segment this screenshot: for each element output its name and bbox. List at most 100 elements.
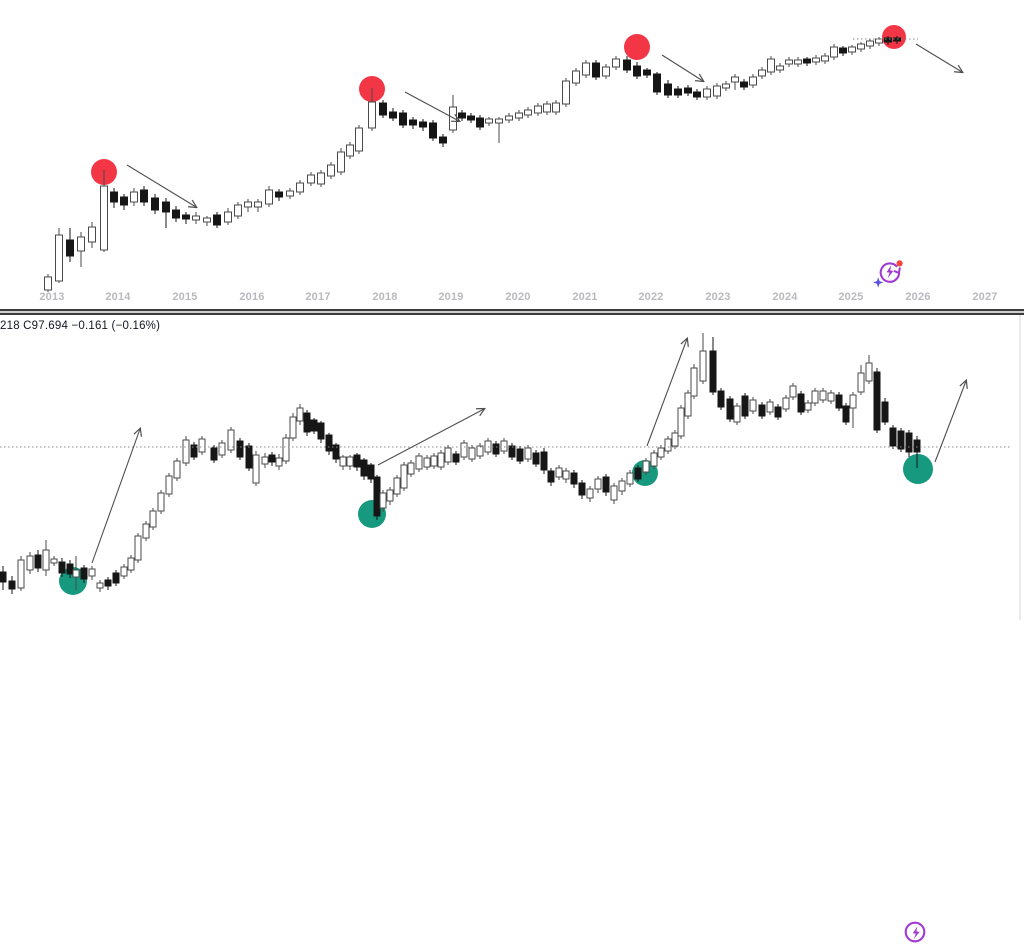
candle [66, 228, 74, 262]
candle [157, 490, 165, 514]
candle [857, 365, 865, 395]
candle [460, 440, 468, 460]
candle [198, 436, 206, 455]
candle [508, 443, 516, 460]
candle [317, 421, 325, 443]
candle [307, 172, 315, 186]
candle [244, 199, 252, 212]
candle [889, 425, 897, 449]
candle [149, 508, 157, 530]
candle [310, 418, 318, 434]
candle [386, 487, 394, 505]
sell-signal-circle [624, 34, 650, 60]
buy-signal-circle [903, 454, 933, 484]
candle [873, 368, 881, 433]
candle [827, 390, 835, 404]
candle [857, 42, 865, 52]
candle [44, 274, 52, 292]
candle [835, 392, 843, 411]
candle [555, 465, 563, 480]
candle [127, 555, 135, 573]
candle [524, 107, 532, 118]
candle [717, 388, 725, 410]
candle [218, 440, 226, 458]
candle [88, 222, 96, 248]
candle [766, 399, 774, 415]
candle [782, 395, 790, 412]
candle [643, 68, 651, 78]
x-axis-year-label: 2014 [105, 291, 131, 303]
candle [467, 113, 475, 123]
candle [151, 194, 159, 214]
candle [733, 403, 741, 425]
candle [346, 455, 354, 470]
candle [379, 490, 387, 512]
sparkle-icon [873, 277, 884, 288]
candle [452, 451, 460, 465]
candle [182, 436, 190, 466]
candle [172, 206, 180, 222]
candle [552, 100, 560, 115]
candle [819, 388, 827, 403]
candle [449, 95, 457, 133]
candle [794, 57, 802, 67]
candle [130, 188, 138, 206]
candle [634, 465, 642, 482]
candle [245, 443, 253, 471]
x-axis-year-label: 2016 [239, 291, 265, 303]
x-axis-year-label: 2024 [772, 291, 798, 303]
trend-arrow [377, 409, 484, 466]
candle [515, 110, 523, 121]
bottom-candlestick-panel: 218 C97.694 −0.161 (−0.16%) [0, 315, 1024, 943]
candle [612, 56, 620, 70]
candle [353, 453, 361, 471]
candle [203, 216, 211, 226]
trend-arrow [126, 164, 196, 207]
candle [173, 458, 181, 481]
candle [437, 450, 445, 470]
ai-refresh-icon[interactable] [900, 917, 934, 949]
candle [532, 450, 540, 467]
candle [830, 44, 838, 60]
candle [749, 397, 757, 414]
candle [303, 410, 311, 436]
candle [379, 100, 387, 118]
candle [296, 404, 304, 425]
candle [476, 115, 484, 130]
candle [165, 473, 173, 497]
candle [360, 458, 368, 480]
candle [749, 74, 757, 88]
ai-sparkle-refresh-icon[interactable] [872, 257, 906, 289]
candle [540, 448, 548, 474]
candle [268, 452, 276, 466]
candle [261, 453, 269, 468]
candle [346, 142, 354, 159]
x-axis-year-label: 2017 [305, 291, 331, 303]
candle [110, 188, 118, 208]
panel-divider[interactable] [0, 309, 1024, 315]
candle [690, 364, 698, 399]
candle [677, 405, 685, 439]
candle [227, 427, 235, 453]
candle [252, 451, 260, 486]
x-axis-year-label: 2027 [972, 291, 998, 303]
candle [140, 186, 148, 206]
candle [77, 232, 85, 267]
candle [492, 441, 500, 457]
x-axis-year-label: 2026 [905, 291, 931, 303]
candle [325, 433, 333, 455]
candle [429, 120, 437, 141]
candle [368, 88, 376, 131]
trend-arrow [91, 429, 140, 564]
candle [534, 103, 542, 116]
candle [774, 404, 782, 420]
candle [633, 62, 641, 79]
candle [875, 37, 883, 46]
candle [839, 46, 847, 56]
candle [275, 189, 283, 201]
candle [327, 162, 335, 179]
bottom-candlestick-chart [0, 315, 1021, 620]
ohlc-readout: 218 C97.694 −0.161 (−0.16%) [0, 320, 161, 332]
candle [26, 552, 34, 574]
candle [650, 450, 658, 469]
